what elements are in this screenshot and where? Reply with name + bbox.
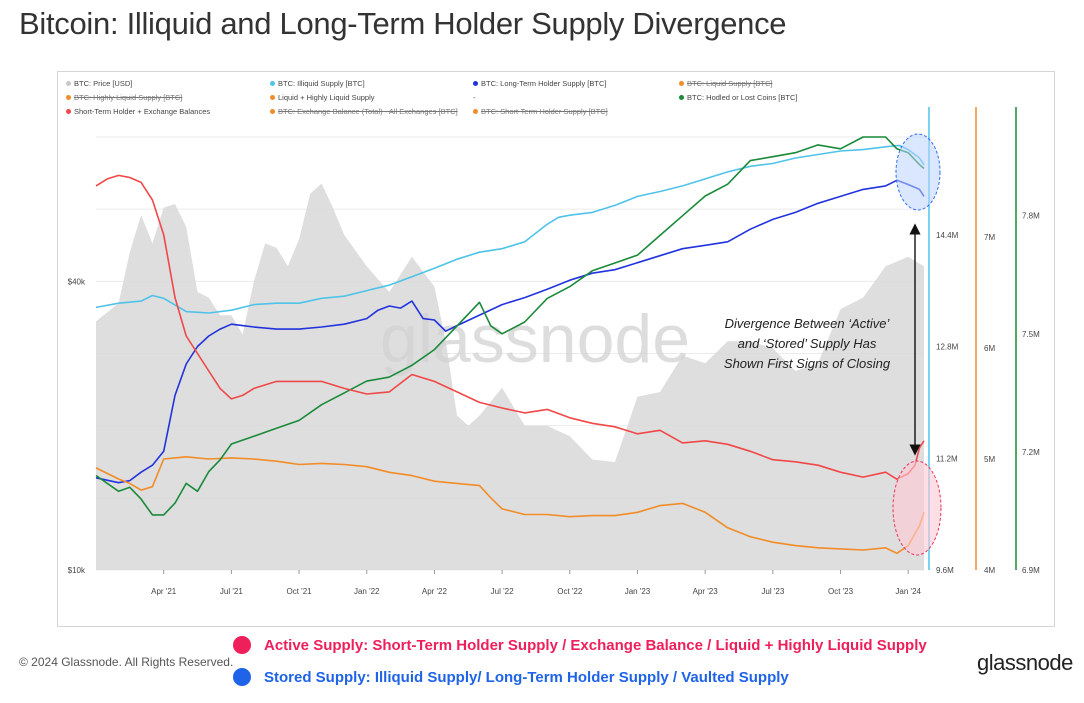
y-tick-label-illiquid: 9.6M xyxy=(936,566,954,575)
stored-supply-highlight xyxy=(895,133,941,211)
series-line xyxy=(95,174,925,480)
legend-label: BTC: Liquid Supply [BTC] xyxy=(687,79,773,88)
annotation-text: and ‘Stored’ Supply Has xyxy=(738,336,877,351)
legend-marker-icon xyxy=(66,81,71,86)
x-tick-label: Jul '22 xyxy=(491,587,514,596)
annotation-text: Divergence Between ‘Active’ xyxy=(725,316,891,331)
y-tick-label-price: $10k xyxy=(68,566,86,575)
x-tick-label: Jan '22 xyxy=(354,587,380,596)
legend-item[interactable]: BTC: Hodled or Lost Coins [BTC] xyxy=(679,93,797,102)
x-tick-label: Oct '21 xyxy=(287,587,313,596)
active-supply-highlight xyxy=(892,460,942,556)
legend-label: BTC: Price [USD] xyxy=(74,79,133,88)
x-tick-label: Jan '24 xyxy=(895,587,921,596)
legend-marker-icon xyxy=(679,95,684,100)
y-tick-label-illiquid: 14.4M xyxy=(936,231,959,240)
y-tick-label-hodl: 6.9M xyxy=(1022,566,1040,575)
legend-marker-icon xyxy=(270,95,275,100)
series-lines-layer xyxy=(95,136,925,555)
legend-label: BTC: Long-Term Holder Supply [BTC] xyxy=(481,79,607,88)
x-tick-label: Apr '21 xyxy=(151,587,177,596)
y-tick-label-hodl: 7.5M xyxy=(1022,330,1040,339)
legend-label: Short-Term Holder + Exchange Balances xyxy=(74,107,211,116)
y-tick-label-illiquid: 11.2M xyxy=(936,454,958,463)
legend-item[interactable]: BTC: Liquid Supply [BTC] xyxy=(679,79,772,88)
y-tick-label-price: $40k xyxy=(68,277,86,286)
glassnode-logo: glassnode xyxy=(977,650,1073,675)
y-tick-label-illiquid: 12.8M xyxy=(936,343,959,352)
series-line xyxy=(95,136,925,516)
x-tick-label: Jul '23 xyxy=(761,587,784,596)
legend-marker-icon xyxy=(473,109,478,114)
active-supply-key: Active Supply: Short-Term Holder Supply … xyxy=(233,636,927,654)
legend-item[interactable]: BTC: Exchange Balance (Total) - All Exch… xyxy=(270,107,458,116)
legend-label: BTC: Highly Liquid Supply [BTC] xyxy=(74,93,183,102)
series-line xyxy=(95,144,925,314)
active-supply-dot xyxy=(233,636,251,654)
legend-label: BTC: Illiquid Supply [BTC] xyxy=(278,79,365,88)
y-tick-label-liquid: 4M xyxy=(984,566,995,575)
x-tick-label: Oct '23 xyxy=(828,587,854,596)
legend-label: BTC: Exchange Balance (Total) - All Exch… xyxy=(278,107,458,116)
glassnode-watermark: glassnode xyxy=(380,301,690,377)
x-tick-label: Jan '23 xyxy=(625,587,651,596)
x-tick-label: Oct '22 xyxy=(557,587,583,596)
legend-label: - xyxy=(473,93,476,102)
y-tick-label-hodl: 7.2M xyxy=(1022,448,1040,457)
stored-supply-key: Stored Supply: Illiquid Supply/ Long-Ter… xyxy=(233,668,789,686)
y-tick-label-liquid: 5M xyxy=(984,455,995,464)
x-tick-label: Apr '23 xyxy=(693,587,719,596)
legend-item[interactable]: Short-Term Holder + Exchange Balances xyxy=(66,107,210,116)
legend-item[interactable]: BTC: Highly Liquid Supply [BTC] xyxy=(66,93,182,102)
chart-frame: BTC: Price [USD] BTC: Illiquid Supply [BT… xyxy=(57,71,1055,627)
y-tick-label-liquid: 7M xyxy=(984,233,995,242)
legend-label: BTC: Short-Term Holder Supply [BTC] xyxy=(481,107,608,116)
series-line xyxy=(95,456,925,555)
legend-marker-icon xyxy=(66,95,71,100)
legend-item[interactable]: BTC: Price [USD] xyxy=(66,79,132,88)
legend-marker-icon xyxy=(679,81,684,86)
y-tick-label-hodl: 7.8M xyxy=(1022,212,1040,221)
legend-label: BTC: Hodled or Lost Coins [BTC] xyxy=(687,93,798,102)
legend-marker-icon xyxy=(270,109,275,114)
chart-svg: glassnode Apr '21 Jul '21 Oct '21 Jan '22 Ap… xyxy=(68,107,1040,596)
stored-supply-label: Stored Supply: Illiquid Supply/ Long-Ter… xyxy=(264,668,789,686)
annotation-text: Shown First Signs of Closing xyxy=(724,356,891,371)
legend-item[interactable]: - xyxy=(473,93,476,102)
y-tick-label-liquid: 6M xyxy=(984,344,995,353)
axes-layer: Apr '21 Jul '21 Oct '21 Jan '22 Apr '22 Jul '… xyxy=(68,107,1040,596)
active-supply-label: Active Supply: Short-Term Holder Supply … xyxy=(264,636,927,654)
stored-supply-dot xyxy=(233,668,251,686)
series-line xyxy=(95,179,925,484)
legend-item[interactable]: BTC: Illiquid Supply [BTC] xyxy=(270,79,365,88)
legend-marker-icon xyxy=(270,81,275,86)
legend-marker-icon xyxy=(473,81,478,86)
copyright-text: © 2024 Glassnode. All Rights Reserved. xyxy=(19,655,234,669)
price-area-layer xyxy=(96,183,924,570)
x-tick-label: Apr '22 xyxy=(422,587,448,596)
x-tick-label: Jul '21 xyxy=(220,587,243,596)
series-price-area xyxy=(96,183,924,570)
legend-item[interactable]: BTC: Long-Term Holder Supply [BTC] xyxy=(473,79,606,88)
annotation-layer: Divergence Between ‘Active’ and ‘Stored’ … xyxy=(724,133,942,556)
page-title: Bitcoin: Illiquid and Long-Term Holder S… xyxy=(19,6,787,41)
legend-item[interactable]: BTC: Short-Term Holder Supply [BTC] xyxy=(473,107,608,116)
legend-label: Liquid + Highly Liquid Supply xyxy=(278,93,375,102)
legend-marker-icon xyxy=(66,109,71,114)
legend-item[interactable]: Liquid + Highly Liquid Supply xyxy=(270,93,375,102)
